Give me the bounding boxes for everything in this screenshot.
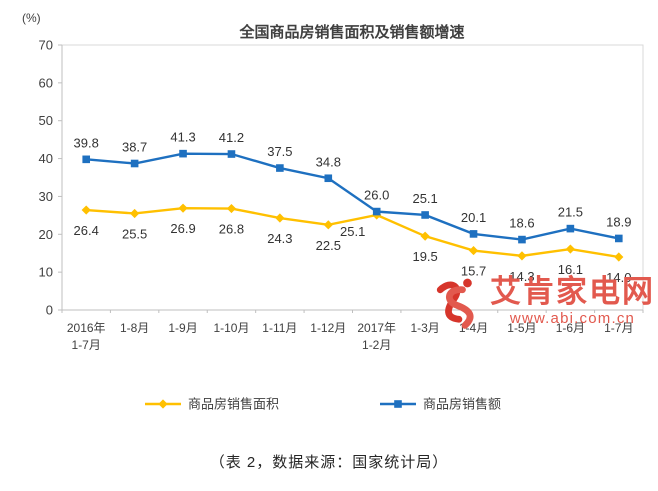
y-tick-label: 40 [39, 151, 53, 166]
data-point-marker [130, 159, 139, 168]
data-point-label: 22.5 [316, 238, 341, 253]
data-point-marker [179, 149, 187, 158]
legend-marker [158, 399, 168, 409]
data-point-label: 25.1 [340, 224, 365, 239]
x-category-label: 1-7月 [72, 338, 101, 352]
x-category-label: 1-10月 [213, 321, 249, 335]
data-point-label: 37.5 [267, 144, 292, 159]
y-tick-label: 10 [39, 265, 53, 280]
x-category-label: 1-3月 [410, 321, 439, 335]
line-chart: (%) 全国商品房销售面积及销售额增速 0 10 20 30 40 50 60 70 2016年… [22, 11, 644, 412]
data-point-marker [276, 164, 284, 172]
data-point-marker [614, 234, 623, 243]
data-point-label: 26.8 [219, 222, 244, 237]
data-point-label: 25.1 [412, 191, 437, 206]
data-point-label: 26.9 [170, 221, 195, 236]
data-point-label: 38.7 [122, 139, 147, 154]
y-tick-label: 50 [39, 113, 53, 128]
x-category-label: 1-8月 [120, 321, 149, 335]
data-point-marker [275, 213, 285, 223]
data-point-label: 14.3 [509, 269, 534, 284]
y-tick-label: 20 [39, 227, 53, 242]
data-point-marker [81, 205, 91, 215]
data-point-label: 16.1 [558, 262, 583, 277]
data-point-marker [372, 207, 381, 216]
data-point-marker [566, 224, 575, 233]
x-category-label: 1-6月 [556, 321, 585, 335]
data-point-label: 25.5 [122, 226, 147, 241]
data-point-label: 14.0 [606, 270, 631, 285]
data-point-marker [82, 155, 91, 164]
data-point-marker [226, 203, 237, 214]
data-point-label: 24.3 [267, 231, 292, 246]
data-point-label: 15.7 [461, 264, 486, 279]
legend-marker [394, 400, 402, 408]
x-category-label: 1-12月 [310, 321, 346, 335]
data-point-label: 26.0 [364, 188, 389, 203]
legend-label: 商品房销售面积 [188, 397, 279, 412]
data-point-marker [421, 211, 429, 219]
y-tick-label: 0 [46, 303, 53, 318]
x-category-label: 1-7月 [604, 321, 633, 335]
data-point-label: 26.4 [74, 223, 99, 238]
data-point-marker [130, 208, 140, 219]
legend-item-0: 商品房销售面积 [145, 397, 279, 412]
legend: 商品房销售面积 商品房销售额 [145, 397, 501, 412]
y-axis-unit-label: (%) [22, 11, 41, 25]
data-point-marker [227, 150, 236, 158]
x-category-label: 1-5月 [507, 321, 536, 335]
series-0-line [86, 206, 619, 259]
x-category-label: 2017年 [357, 321, 396, 335]
y-tick-label: 60 [39, 75, 53, 90]
series-1: 39.8 38.7 41.3 41.2 37.5 34.8 26.0 25.1 20.1 18.6… [74, 130, 631, 244]
y-tick-label: 30 [39, 189, 53, 204]
data-point-marker [420, 231, 430, 241]
data-point-marker [518, 235, 526, 244]
data-point-marker [517, 251, 527, 261]
data-point-marker [468, 245, 479, 256]
data-point-marker [178, 203, 188, 213]
x-category-label: 1-2月 [362, 338, 391, 352]
data-point-label: 19.5 [412, 249, 437, 264]
data-point-label: 39.8 [74, 135, 99, 150]
data-point-label: 21.5 [558, 205, 583, 220]
y-tick-label: 70 [39, 38, 53, 53]
data-point-label: 18.6 [509, 216, 534, 231]
source-caption: （表 2，数据来源：国家统计局） [209, 454, 449, 471]
axes: 0 10 20 30 40 50 60 70 2016年 1-7月 1-8月 1-9月 1-10月 1-1… [39, 38, 644, 352]
data-point-label: 41.3 [170, 130, 195, 145]
data-point-label: 20.1 [461, 210, 486, 225]
plot-area: 26.4 25.5 26.9 26.824.3 22.525.119.515.7 14.3… [74, 130, 632, 285]
x-category-label: 1-4月 [459, 321, 488, 335]
data-point-marker [614, 252, 624, 262]
series-0: 26.4 25.5 26.9 26.8 24.3 22.525.1 19.5 15.7 14.3… [74, 203, 631, 285]
x-category-label: 2016年 [67, 321, 106, 335]
data-point-marker [324, 174, 333, 183]
data-point-marker [565, 244, 575, 254]
legend-label: 商品房销售额 [423, 397, 501, 412]
chart-title: 全国商品房销售面积及销售额增速 [238, 23, 464, 41]
data-point-marker [323, 220, 333, 230]
data-point-marker [469, 230, 478, 238]
series-1-line [86, 152, 620, 241]
legend-item-1: 商品房销售额 [380, 397, 501, 412]
data-point-label: 18.9 [606, 214, 631, 229]
x-category-label: 1-11月 [262, 321, 297, 335]
data-point-label: 41.2 [219, 130, 244, 145]
data-point-label: 34.8 [316, 154, 341, 169]
plot-border [61, 44, 644, 311]
x-category-label: 1-9月 [168, 321, 197, 335]
